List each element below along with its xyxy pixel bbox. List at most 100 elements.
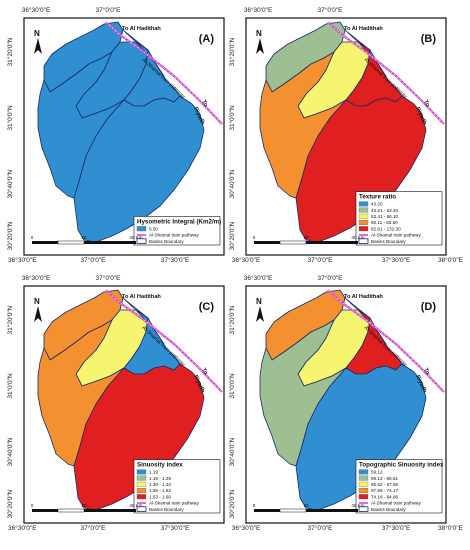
lon-label: 37°0'0"E <box>308 524 334 532</box>
legend-color-swatch <box>136 469 147 475</box>
lon-label: 37°0'0"E <box>81 524 107 532</box>
legend-color-swatch <box>358 220 369 225</box>
legend-color-swatch <box>358 481 369 487</box>
lon-label: 36°30'0"E <box>22 6 51 14</box>
scale-label-mid: 20 <box>303 235 309 240</box>
scale-label-start: 0 <box>253 503 256 508</box>
north-arrow-icon: N <box>34 297 42 322</box>
panel-letter: (D) <box>421 301 437 313</box>
scale-label-start: 0 <box>31 503 34 508</box>
legend-item-label: Basins Boundary <box>149 507 184 512</box>
destination-south-label-a: To <box>422 99 430 108</box>
panel-letter: (C) <box>199 301 215 313</box>
legend-item-label: 1.30 - 1.34 <box>149 482 171 487</box>
legend-item-label: 1.19 <box>149 470 158 475</box>
lon-label: 37°30'0"E <box>382 256 411 264</box>
legend-item-label: Al-Shamal train pathway <box>149 233 199 238</box>
legend-item-label: 43.20 <box>371 202 383 207</box>
destination-south-label-a: To <box>200 99 208 108</box>
lat-label: 31°20'0"N <box>228 305 236 334</box>
legend-item-label: Basins Boundary <box>149 239 184 244</box>
scale-label-end: 40 Km <box>129 503 142 508</box>
destination-north-label: To Al Hadithah <box>344 26 383 32</box>
legend-box-swatch <box>136 238 147 244</box>
north-arrow-label: N <box>34 297 40 306</box>
destination-north-label: To Al Hadithah <box>344 294 383 300</box>
train-pathway-line <box>105 289 223 393</box>
lat-label: 30°20'0"N <box>6 221 14 250</box>
legend-box: Hysometric Integral (Km2/m)0.50 Al-Shamal… <box>133 216 221 246</box>
legend-title: Sinuosity index <box>137 462 183 469</box>
lon-label: 36°30'0"E <box>8 256 37 264</box>
lat-label: 31°20'0"N <box>228 37 236 66</box>
legend-item-label: 1.53 - 1.69 <box>149 494 171 499</box>
lon-label: 37°0'0"E <box>96 274 122 282</box>
lat-label: 30°20'0"N <box>228 221 236 250</box>
scale-label-end: 40 Km <box>129 235 142 240</box>
lon-label: 37°0'0"E <box>308 256 334 264</box>
lon-label: 36°30'0"E <box>232 524 261 532</box>
lat-label: 31°0'0"N <box>6 373 14 399</box>
scale-bar: 0 20 40 Km <box>31 235 143 245</box>
lon-label: 37°0'0"E <box>318 6 344 14</box>
north-arrow-icon: N <box>256 29 264 54</box>
legend-title: Topographic Sinuosity index <box>359 462 444 469</box>
scale-bar: 0 20 40 Km <box>253 235 365 245</box>
legend-color-swatch <box>358 213 369 219</box>
panel-letter: (B) <box>421 33 437 45</box>
destination-south-label-a: To <box>200 367 208 376</box>
scale-label-mid: 20 <box>81 503 87 508</box>
lon-label: 37°30'0"E <box>161 524 190 532</box>
legend-item-label: 43.21 - 53.40 <box>371 208 399 213</box>
lat-label: 31°20'0"N <box>6 37 14 66</box>
legend-item-label: 59.12 <box>371 470 383 475</box>
lat-label: 31°0'0"N <box>228 373 236 399</box>
lon-label: 37°0'0"E <box>81 256 107 264</box>
legend-color-swatch <box>358 207 369 213</box>
train-pathway-line <box>105 21 223 125</box>
lat-label: 30°20'0"N <box>6 489 14 518</box>
basins-group <box>37 289 205 511</box>
legend-color-swatch <box>358 469 369 475</box>
train-pathway-line <box>327 21 445 125</box>
north-arrow-label: N <box>34 29 40 38</box>
basin-b6 <box>73 95 205 243</box>
lat-label: 30°40'0"N <box>228 169 236 198</box>
legend-item-label: Al-Shamal train pathway <box>149 501 199 506</box>
legend-item-label: 53.41 - 66.10 <box>371 214 399 219</box>
panel-letter: (A) <box>199 33 215 45</box>
lon-label: 36°30'0"E <box>232 256 261 264</box>
lon-label: 36°30'0"E <box>244 6 273 14</box>
legend-item-label: 67.56 - 74.17 <box>371 488 399 493</box>
lon-label: 36°30'0"E <box>8 524 37 532</box>
legend-item-label: Al-Shamal train pathway <box>371 233 421 238</box>
lon-label: 38°0'0"E <box>438 256 464 264</box>
north-arrow-icon: N <box>256 297 264 322</box>
north-arrow-label: N <box>256 29 262 38</box>
north-arrow-icon: N <box>34 29 42 54</box>
basin-b5 <box>259 51 347 199</box>
lon-label: 37°0'0"E <box>96 6 122 14</box>
destination-north-label: To Al Hadithah <box>122 26 161 32</box>
lon-label: 36°30'0"E <box>244 274 273 282</box>
scale-bar: 0 20 40 Km <box>253 503 365 513</box>
legend-item-label: 59.13 - 65.61 <box>371 476 399 481</box>
legend-box-swatch <box>136 506 147 512</box>
legend-item-label: 65.62 - 67.56 <box>371 482 399 487</box>
basins-group <box>259 21 427 243</box>
basin-b5 <box>37 51 125 199</box>
legend-box-swatch <box>358 506 369 512</box>
lon-label: 37°0'0"E <box>318 274 344 282</box>
legend-title: Hysometric Integral (Km2/m) <box>137 218 221 225</box>
scale-label-start: 0 <box>253 235 256 240</box>
legend-item-label: 0.50 <box>149 226 158 231</box>
legend-color-swatch <box>136 475 147 481</box>
legend-color-swatch <box>136 488 147 493</box>
lat-label: 30°40'0"N <box>228 437 236 466</box>
